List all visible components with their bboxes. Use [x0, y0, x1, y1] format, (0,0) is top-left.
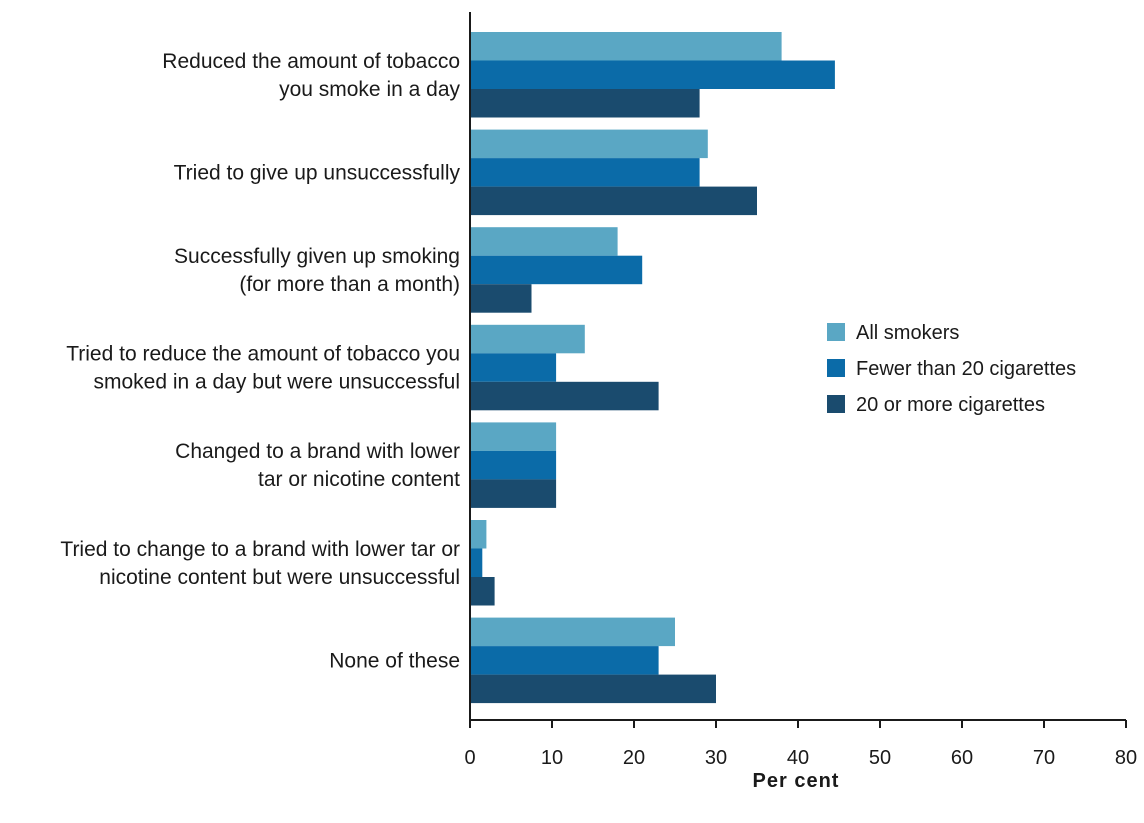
bar-1-4 [470, 324, 585, 354]
legend-label: All smokers [856, 322, 959, 344]
legend-swatch [827, 359, 845, 377]
category-label: smoked in a day but were unsuccessful [93, 371, 460, 394]
bar-1-6 [470, 520, 487, 549]
x-tick-label: 60 [951, 747, 973, 769]
bar-3-4 [470, 381, 659, 411]
bar-2-6 [470, 548, 483, 577]
bar-3-6 [470, 577, 495, 606]
x-tick-label: 80 [1115, 747, 1137, 769]
category-label: Reduced the amount of tobacco [162, 50, 460, 73]
bar-1-2 [470, 129, 708, 159]
x-tick-label: 20 [623, 747, 645, 769]
category-labels: Reduced the amount of tobacco you smoke i… [60, 50, 460, 673]
category-label: Successfully given up smoking [174, 245, 460, 268]
x-tick-label: 50 [869, 747, 891, 769]
bar-3-7 [470, 674, 716, 704]
category-label: Tried to give up unsuccessfully [174, 161, 461, 184]
bar-2-1 [470, 60, 835, 89]
x-tick-label: 10 [541, 747, 563, 769]
category-label: Changed to a brand with lower [175, 440, 460, 463]
bar-1-1 [470, 32, 782, 61]
bar-1-3 [470, 227, 618, 256]
bar-3-5 [470, 479, 557, 508]
x-tick-label: 40 [787, 747, 809, 769]
legend-label: 20 or more cigarettes [856, 394, 1045, 416]
bar-1-5 [470, 422, 557, 451]
category-label: (for more than a month) [239, 273, 460, 296]
category-label: None of these [329, 649, 460, 672]
category-label: Tried to change to a brand with lower ta… [60, 538, 460, 561]
legend-swatch [827, 323, 845, 341]
bar-3-1 [470, 89, 700, 118]
category-label: nicotine content but were unsuccessful [99, 566, 460, 589]
legend-label: Fewer than 20 cigarettes [856, 358, 1076, 380]
bar-2-7 [470, 646, 659, 675]
x-axis-title: Per cent [753, 770, 840, 792]
bar-1-7 [470, 617, 675, 647]
bars-group [470, 32, 835, 704]
bar-3-3 [470, 284, 532, 313]
category-label: you smoke in a day [279, 78, 460, 101]
x-tick-label: 0 [464, 747, 475, 769]
x-tick-label: 70 [1033, 747, 1055, 769]
bar-3-2 [470, 186, 757, 216]
legend-swatch [827, 395, 845, 413]
x-tick-label: 30 [705, 747, 727, 769]
bar-2-4 [470, 353, 557, 382]
x-ticks: 0 10 20 30 40 50 60 70 80 [464, 720, 1137, 769]
category-label: Tried to reduce the amount of tobacco yo… [66, 343, 460, 366]
bar-2-5 [470, 450, 557, 480]
legend: All smokers Fewer than 20 cigarettes 20 or… [827, 322, 1076, 416]
bar-2-2 [470, 158, 700, 187]
bar-2-3 [470, 255, 643, 285]
category-label: tar or nicotine content [258, 468, 460, 491]
